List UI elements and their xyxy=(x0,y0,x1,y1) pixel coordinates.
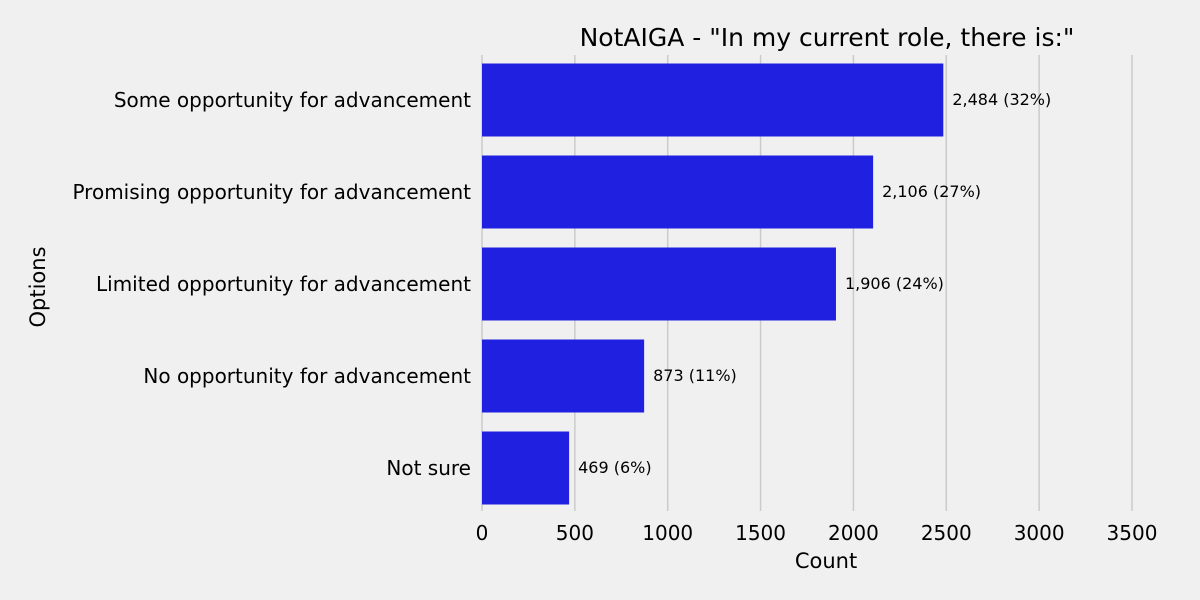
data-label: 873 (11%) xyxy=(653,366,737,385)
x-axis-tick-labels: 0 500 1000 1500 2000 2500 3000 3500 xyxy=(476,521,1158,545)
bar xyxy=(482,63,944,137)
data-label: 2,484 (32%) xyxy=(952,90,1051,109)
y-tick-label: Limited opportunity for advancement xyxy=(96,272,471,296)
y-tick-label: Some opportunity for advancement xyxy=(114,88,471,112)
x-tick-label: 3500 xyxy=(1107,521,1158,545)
x-axis-label: Count xyxy=(795,549,857,573)
bar xyxy=(482,431,570,505)
bar xyxy=(482,247,836,321)
y-tick-label: Not sure xyxy=(386,456,471,480)
x-tick-label: 0 xyxy=(476,521,489,545)
bar xyxy=(482,155,874,229)
x-tick-label: 1000 xyxy=(642,521,693,545)
data-labels: 2,484 (32%) 2,106 (27%) 1,906 (24%) 873 (11… xyxy=(578,90,1051,477)
data-label: 2,106 (27%) xyxy=(882,182,981,201)
x-tick-label: 2500 xyxy=(921,521,972,545)
x-tick-label: 3000 xyxy=(1014,521,1065,545)
y-axis-tick-labels: Some opportunity for advancement Promisin… xyxy=(72,88,471,480)
x-tick-label: 1500 xyxy=(735,521,786,545)
chart-title: NotAIGA - "In my current role, there is:… xyxy=(580,23,1075,52)
data-label: 469 (6%) xyxy=(578,458,652,477)
y-axis-label: Options xyxy=(26,246,50,327)
bars xyxy=(482,63,944,505)
y-tick-label: Promising opportunity for advancement xyxy=(72,180,471,204)
x-tick-label: 500 xyxy=(556,521,594,545)
bar xyxy=(482,339,645,413)
data-label: 1,906 (24%) xyxy=(845,274,944,293)
x-tick-label: 2000 xyxy=(828,521,879,545)
y-tick-label: No opportunity for advancement xyxy=(143,364,471,388)
